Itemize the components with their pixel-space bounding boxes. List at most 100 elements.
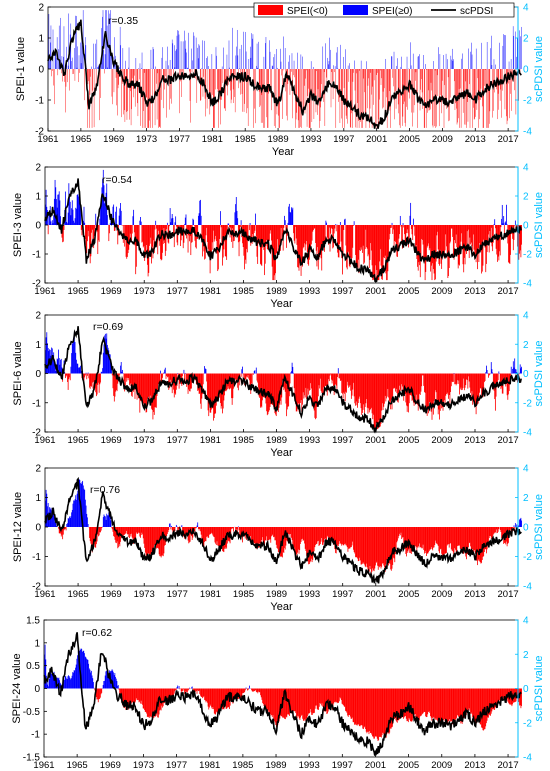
spei-bar <box>109 353 110 374</box>
spei-bar <box>58 191 60 225</box>
spei-bar <box>109 354 111 374</box>
spei-bar <box>443 688 445 720</box>
spei-bar <box>514 523 516 527</box>
spei-bar <box>129 688 131 705</box>
spei-bar <box>492 527 494 539</box>
spei-bar <box>456 527 458 553</box>
spei-bar <box>91 675 93 689</box>
spei-bar <box>485 688 487 727</box>
spei-bar <box>349 688 351 716</box>
spei-bar <box>443 527 445 555</box>
spei-bar <box>328 373 330 380</box>
spei-bar <box>285 688 287 717</box>
spei-bar <box>381 688 383 736</box>
spei-bar <box>144 373 146 407</box>
spei-bar <box>312 373 314 407</box>
spei-bar <box>86 659 88 689</box>
spei-bar <box>50 671 52 689</box>
spei-bar <box>47 225 49 235</box>
spei-bar <box>479 373 481 389</box>
spei-bar <box>170 527 172 530</box>
spei-bar <box>262 373 264 391</box>
y2-tick-label: 2 <box>523 340 529 351</box>
spei-bar <box>309 688 310 714</box>
spei-bar <box>389 688 391 729</box>
spei-bar <box>142 225 144 248</box>
spei-bar <box>67 523 68 527</box>
spei-bar <box>386 527 387 561</box>
spei-bar <box>381 527 383 564</box>
spei-bar <box>251 527 253 540</box>
spei-bar <box>395 225 397 251</box>
spei-bar <box>422 225 424 245</box>
spei-bar <box>499 688 501 701</box>
spei-bar <box>74 341 76 374</box>
spei-bar <box>166 688 168 703</box>
spei-bar <box>362 373 364 410</box>
spei-bar <box>138 373 140 399</box>
spei-bar <box>124 688 125 708</box>
spei-bar <box>254 225 256 231</box>
spei-bar <box>353 688 355 723</box>
spei-bar <box>479 688 481 725</box>
spei-bar <box>121 527 123 539</box>
y2-tick-label: -4 <box>523 127 532 138</box>
spei-bar <box>73 220 75 225</box>
spei-bar <box>350 225 352 263</box>
spei-bar <box>488 225 489 235</box>
spei-bar <box>131 225 132 242</box>
spei-bar <box>314 225 316 229</box>
spei-bar <box>257 373 259 383</box>
spei-bar <box>455 527 457 554</box>
spei-bar <box>107 344 108 374</box>
spei-bar <box>489 688 491 716</box>
spei-bar <box>119 688 121 695</box>
spei-bar <box>90 672 92 689</box>
spei-bar <box>415 373 416 403</box>
spei-bar <box>189 687 190 689</box>
spei-bar <box>317 373 319 403</box>
spei-bar <box>373 373 375 429</box>
spei-bar <box>197 527 199 529</box>
spei-bar <box>319 373 321 389</box>
spei-bar <box>407 527 409 552</box>
spei-bar <box>338 373 340 379</box>
spei-bar <box>200 527 202 535</box>
spei-bar <box>521 366 522 374</box>
spei-bar <box>355 225 356 255</box>
spei-bar <box>69 517 71 527</box>
spei-bar <box>361 688 363 726</box>
spei-bar <box>463 527 465 551</box>
spei-bar <box>112 373 114 389</box>
spei-bar <box>386 373 388 397</box>
spei-bar <box>139 527 141 537</box>
spei-bar <box>424 527 426 551</box>
spei-bar <box>137 688 139 701</box>
spei-bar <box>308 225 310 266</box>
spei-bar <box>83 650 85 689</box>
spei-bar <box>130 225 132 241</box>
spei-bar <box>211 688 213 709</box>
spei-bar <box>248 373 250 381</box>
x-tick-label: 2001 <box>365 286 386 297</box>
spei-bar <box>342 688 344 705</box>
spei-bar <box>383 688 384 734</box>
spei-bar <box>80 225 82 230</box>
spei-bar <box>260 688 261 696</box>
spei-bar <box>265 373 267 404</box>
spei-bar <box>217 527 219 546</box>
spei-bar <box>72 209 74 225</box>
spei-bar <box>337 368 339 374</box>
spei-bar <box>488 688 489 718</box>
spei-bar <box>278 688 280 722</box>
spei-bar <box>204 225 206 259</box>
spei-bar <box>339 688 341 698</box>
spei-bar <box>144 225 146 261</box>
spei-bar <box>407 225 409 234</box>
spei-bar <box>74 218 76 225</box>
spei-bar <box>182 688 183 692</box>
x-tick-label: 1997 <box>332 589 353 600</box>
spei-bar <box>381 373 383 411</box>
spei-bar <box>150 373 152 399</box>
legend-swatch-negative <box>258 5 283 15</box>
